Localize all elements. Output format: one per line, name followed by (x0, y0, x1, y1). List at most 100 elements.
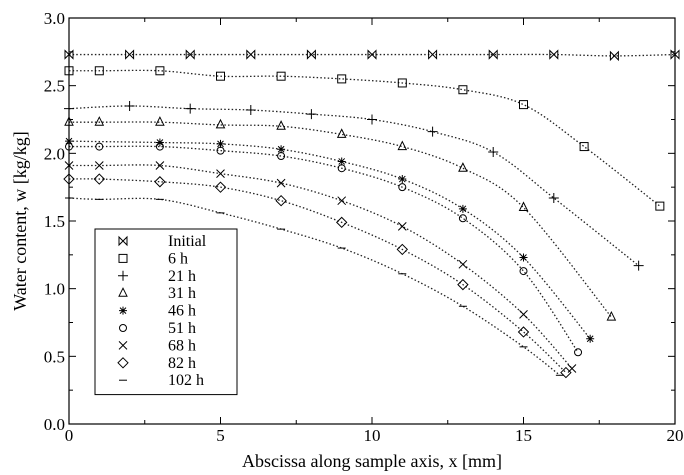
data-point-square (458, 85, 468, 95)
data-point-asterisk (155, 138, 164, 147)
data-point-circle (519, 267, 528, 276)
data-point-triangle (276, 120, 286, 130)
data-point-triangle (397, 140, 408, 151)
y-axis-label: Water content, w [kg/kg] (10, 131, 30, 311)
series-bowtie (64, 49, 680, 62)
legend-entry: 6 h (118, 250, 188, 267)
x-tick-label: 20 (667, 426, 684, 445)
data-point-diamond (214, 181, 227, 193)
data-point-cross (397, 222, 407, 231)
data-point-bowtie (125, 49, 135, 60)
fit-line-cross (69, 164, 573, 369)
data-point-triangle (336, 128, 347, 138)
data-point-diamond (457, 278, 469, 291)
data-point-square (519, 100, 528, 110)
data-point-circle (458, 214, 467, 223)
y-tick-label: 2.0 (44, 144, 65, 163)
series-cross (64, 161, 577, 373)
legend-marker-asterisk (119, 306, 127, 315)
legend-marker-triangle (118, 287, 128, 297)
data-point-triangle (458, 162, 468, 172)
data-point-circle (216, 146, 225, 155)
data-point-square (579, 142, 589, 152)
legend-marker-square (118, 253, 128, 263)
legend-entry: 102 h (119, 372, 204, 389)
data-point-square (94, 66, 104, 76)
data-point-plus (427, 126, 438, 137)
data-point-triangle (94, 116, 105, 126)
data-point-bowtie (367, 49, 377, 60)
data-point-diamond (93, 173, 106, 185)
data-point-asterisk (519, 253, 528, 262)
legend-box (94, 228, 238, 396)
data-point-bowtie (549, 49, 559, 60)
data-point-diamond (275, 194, 287, 207)
fit-lines (68, 53, 676, 376)
fit-line-asterisk (68, 140, 591, 340)
data-point-circle (337, 164, 346, 173)
y-tick-label: 3.0 (44, 9, 65, 28)
legend-entry: 82 h (117, 355, 196, 372)
data-point-asterisk (337, 157, 346, 166)
y-tick-label: 1.0 (44, 280, 65, 299)
data-point-diamond (517, 326, 530, 338)
series-diamond (63, 173, 572, 379)
y-tick-label: 2.5 (44, 77, 65, 96)
data-point-square (276, 71, 286, 81)
fit-line-circle (68, 145, 579, 353)
legend-marker-diamond (117, 357, 129, 369)
fit-line-dash (68, 197, 561, 376)
legend-entry: 46 h (119, 303, 196, 320)
x-axis-label: Abscissa along sample axis, x [mm] (242, 451, 502, 471)
legend-entry: 31 h (118, 285, 196, 302)
data-point-plus (633, 260, 644, 271)
data-point-circle (574, 348, 583, 357)
legend-label: 6 h (168, 250, 188, 267)
series-dash (65, 197, 564, 376)
data-point-bowtie (246, 49, 256, 60)
series-triangle (64, 116, 617, 321)
legend-label: 82 h (168, 355, 196, 372)
data-point-cross (216, 169, 225, 178)
data-point-cross (337, 196, 347, 206)
data-point-plus (185, 103, 196, 114)
axis-ticks: 0 5 10 15 20 0.0 0.5 1.0 1.5 2.0 2.5 3.0 (44, 9, 684, 445)
data-point-circle (277, 152, 286, 161)
data-point-diamond (154, 176, 166, 188)
legend-label: 51 h (168, 320, 196, 337)
data-point-bowtie (306, 49, 316, 60)
data-point-square (655, 201, 665, 211)
legend-label: 102 h (168, 372, 204, 389)
data-point-asterisk (216, 139, 225, 148)
data-point-plus (367, 114, 377, 125)
data-point-bowtie (428, 49, 438, 60)
data-point-bowtie (64, 49, 74, 60)
data-point-diamond (396, 243, 409, 256)
data-point-plus (306, 109, 317, 120)
data-point-bowtie (670, 49, 680, 60)
data-point-diamond (335, 216, 348, 229)
x-tick-label: 0 (65, 426, 74, 445)
data-point-square (216, 71, 225, 81)
data-point-plus (124, 100, 135, 111)
data-point-triangle (518, 201, 529, 211)
legend-entry: Initial (118, 233, 207, 250)
x-tick-label: 5 (216, 426, 225, 445)
legend-marker-plus (118, 270, 128, 281)
data-point-cross (276, 178, 286, 188)
data-point-triangle (606, 310, 617, 321)
legend-label: 21 h (168, 268, 196, 285)
data-point-circle (398, 183, 407, 192)
x-tick-label: 15 (515, 426, 532, 445)
data-point-asterisk (458, 204, 467, 213)
data-point-square (397, 78, 407, 88)
data-point-square (337, 74, 347, 84)
data-point-plus (488, 146, 499, 157)
y-tick-label: 1.5 (44, 212, 65, 231)
legend-label: 68 h (168, 337, 196, 354)
data-point-asterisk (586, 334, 595, 343)
data-point-cross (458, 259, 468, 269)
data-point-bowtie (185, 49, 195, 60)
data-point-cross (519, 310, 528, 319)
